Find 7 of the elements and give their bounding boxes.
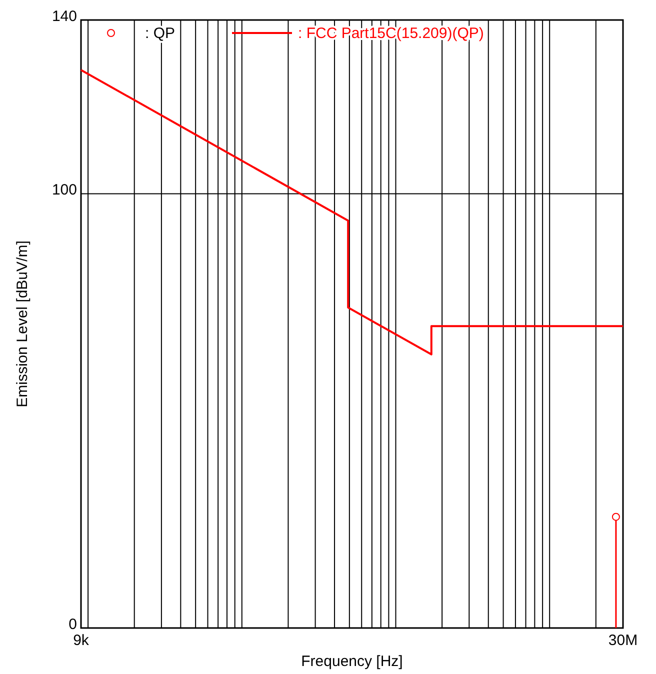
y-tick-label: 140 [52,8,77,25]
y-axis-title: Emission Level [dBuV/m] [14,240,31,408]
y-tick-label: 0 [68,616,77,633]
x-tick-label: 30M [608,632,638,649]
y-tick-label: 100 [52,182,77,199]
x-tick-label: 9k [73,632,90,649]
x-axis-title: Frequency [Hz] [301,653,403,670]
